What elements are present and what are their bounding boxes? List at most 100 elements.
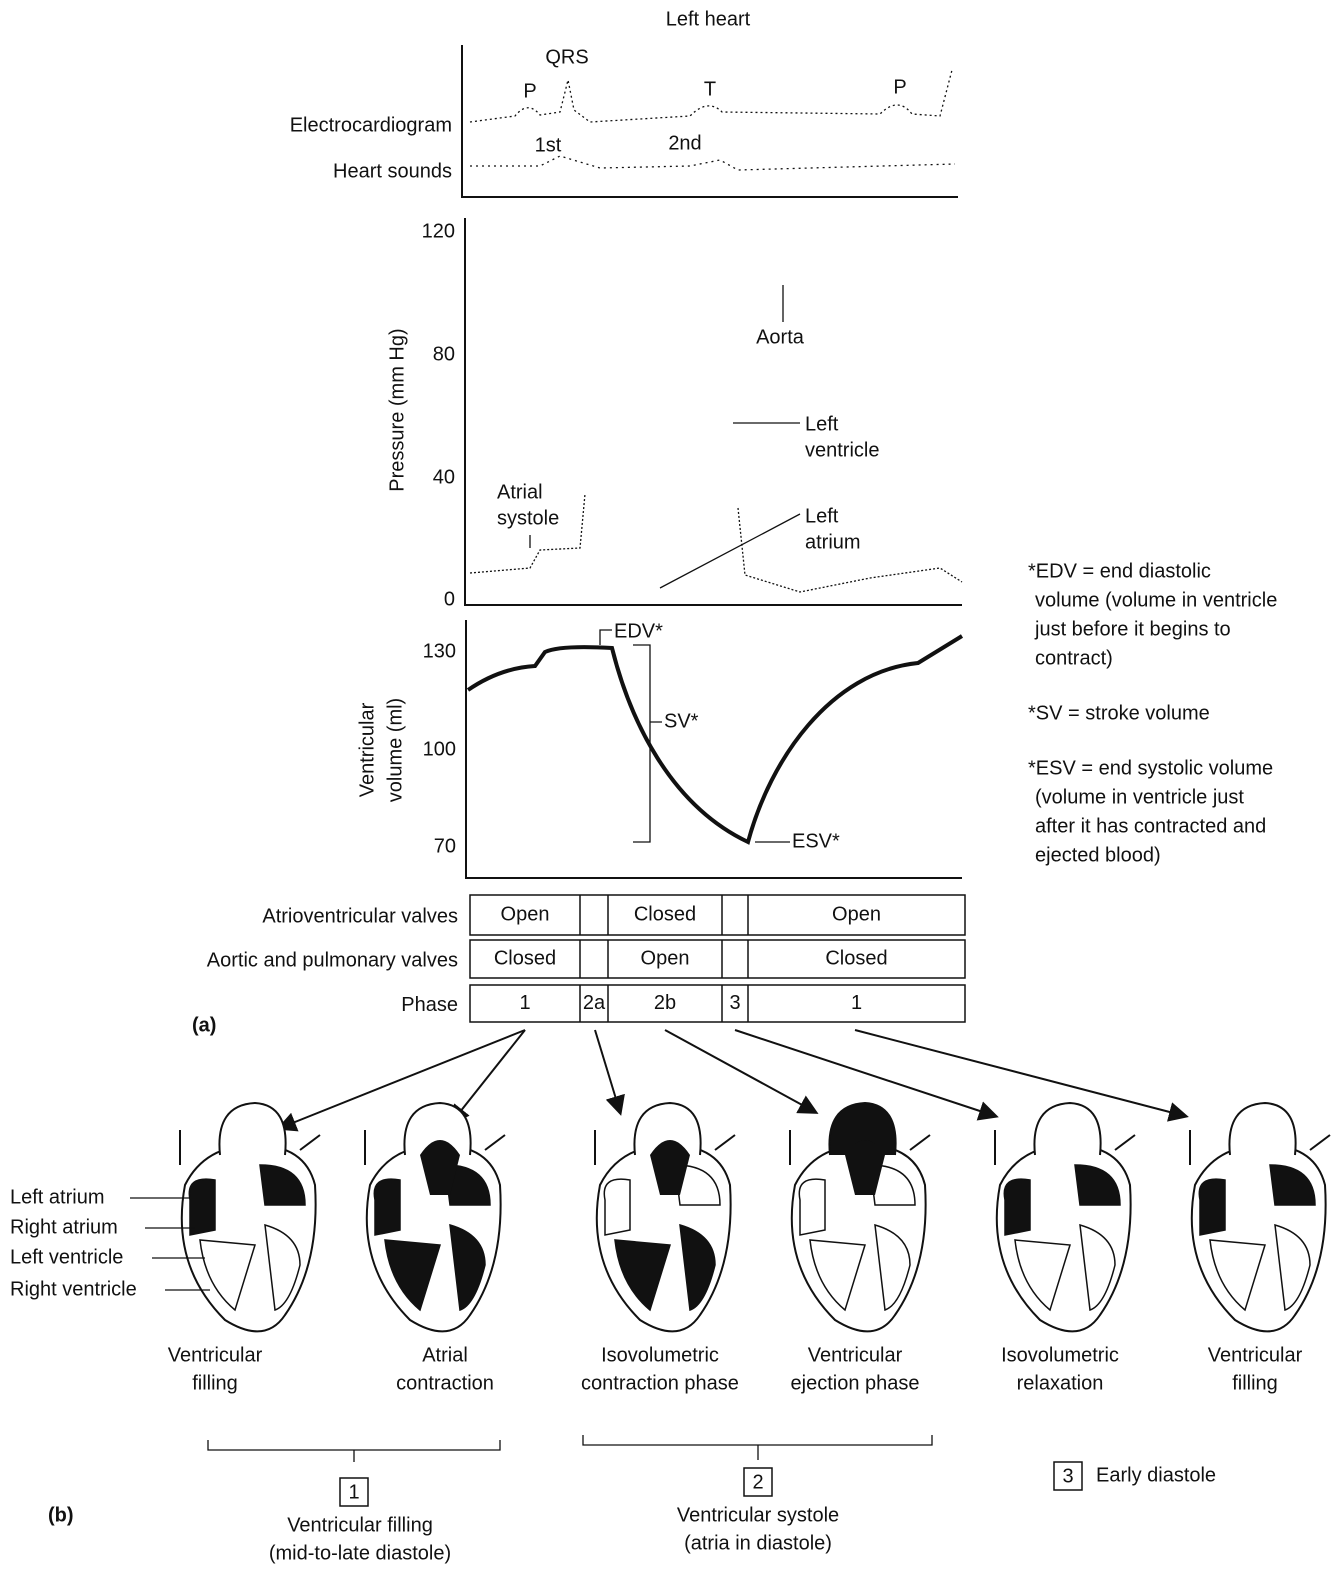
volume-tick-label: 100 [423, 738, 456, 760]
volume-curve [468, 636, 962, 842]
part-label: (a) [192, 1014, 216, 1036]
note-text: *ESV = end systolic volume [1028, 757, 1273, 779]
heart-caption: Isovolumetric [601, 1344, 719, 1366]
heart-outline [997, 1145, 1131, 1331]
structure-label: Left ventricle [10, 1246, 123, 1268]
title: Left heart [666, 8, 751, 30]
heart-caption: Atrial [422, 1344, 468, 1366]
heart-caption: Ventricular [1208, 1344, 1303, 1366]
heart [180, 1103, 320, 1331]
note-text: *EDV = end diastolic [1028, 560, 1211, 582]
stage-number: 1 [348, 1481, 359, 1503]
atrium-right [1004, 1179, 1030, 1235]
note-text: volume (volume in ventricle [1035, 589, 1277, 611]
valve-row-label: Phase [401, 994, 458, 1016]
phase-arrow [665, 1030, 815, 1112]
atrium-right [1199, 1179, 1225, 1235]
aorta-label: Aorta [756, 326, 805, 348]
heart-caption: Ventricular [168, 1344, 263, 1366]
sv-label: SV* [664, 710, 699, 732]
heart-sound-trace [470, 156, 955, 170]
stage-label: Ventricular systole [677, 1504, 839, 1526]
note-text: ejected blood) [1035, 844, 1161, 866]
stage-label: (atria in diastole) [684, 1532, 832, 1554]
heart [995, 1103, 1135, 1331]
atrium-right [374, 1179, 400, 1235]
esv-label: ESV* [792, 830, 840, 852]
volume-tick-label: 130 [423, 640, 456, 662]
stage-number: 2 [752, 1471, 763, 1493]
heart-sounds-label: Heart sounds [333, 160, 452, 182]
ecg-wave-label: T [704, 78, 716, 100]
heart-outline [1192, 1145, 1326, 1331]
ecg-wave-label: P [893, 76, 906, 98]
heart-caption: filling [192, 1372, 238, 1394]
phase-label: 1 [519, 992, 530, 1014]
structure-label: Left atrium [10, 1186, 104, 1208]
sound-label: 1st [535, 134, 562, 156]
pressure-annotation: Atrial [497, 481, 543, 503]
edv-label: EDV* [614, 620, 663, 642]
pressure-axis [465, 218, 962, 605]
valve-row-label: Aortic and pulmonary valves [207, 949, 458, 971]
structure-label: Right atrium [10, 1216, 118, 1238]
phase-label: 1 [851, 992, 862, 1014]
volume-axis-label: volume (ml) [384, 698, 406, 802]
ecg-wave-label: P [523, 80, 536, 102]
valve-state: Closed [634, 903, 696, 925]
ecg-axis [462, 45, 958, 197]
part-label: (b) [48, 1504, 74, 1526]
note-text: after it has contracted and [1035, 815, 1266, 837]
heart-caption: Ventricular [808, 1344, 903, 1366]
figure: Left heart Electrocardiogram P QRS T P Heart s… [0, 0, 1341, 1583]
pressure-annotation: Left [805, 413, 839, 435]
heart-caption: Isovolumetric [1001, 1344, 1119, 1366]
heart-caption: relaxation [1017, 1372, 1104, 1394]
pressure-annotation: systole [497, 507, 559, 529]
valve-state: Closed [825, 947, 887, 969]
phase-label: 3 [729, 992, 740, 1014]
note-text: (volume in ventricle just [1035, 786, 1244, 808]
heart [365, 1103, 505, 1331]
stage-brackets [208, 1435, 932, 1462]
pressure-tick-label: 40 [433, 466, 455, 488]
phase-arrow [855, 1030, 1185, 1116]
phase-label: 2b [654, 992, 676, 1014]
atrium-right [604, 1179, 630, 1235]
volume-brackets [600, 630, 790, 842]
atrium-right [799, 1179, 825, 1235]
stage-label: Ventricular filling [287, 1514, 433, 1536]
heart [595, 1103, 735, 1331]
sound-label: 2nd [668, 132, 701, 154]
stage-label: Early diastole [1096, 1464, 1216, 1486]
heart [1190, 1103, 1330, 1331]
phase-label: 2a [583, 992, 606, 1014]
pressure-tick-label: 0 [444, 588, 455, 610]
structure-label: Right ventricle [10, 1278, 137, 1300]
pressure-annotation: atrium [805, 531, 861, 553]
stage-number: 3 [1062, 1465, 1073, 1487]
heart-caption: ejection phase [791, 1372, 920, 1394]
pressure-axis-label: Pressure (mm Hg) [386, 328, 408, 491]
stage-label: (mid-to-late diastole) [269, 1542, 451, 1564]
note-text: contract) [1035, 647, 1113, 669]
heart-caption: filling [1232, 1372, 1278, 1394]
atrium-right [189, 1179, 215, 1235]
valve-state: Open [641, 947, 690, 969]
pressure-annotation: ventricle [805, 439, 879, 461]
valve-row-label: Atrioventricular valves [262, 905, 458, 927]
heart-outline [182, 1145, 316, 1331]
volume-tick-label: 70 [434, 835, 456, 857]
pressure-tick-label: 80 [433, 343, 455, 365]
pressure-annotation: Left [805, 505, 839, 527]
note-text: *SV = stroke volume [1028, 702, 1210, 724]
valve-state: Closed [494, 947, 556, 969]
volume-axis-label: Ventricular [356, 702, 378, 797]
heart [790, 1103, 930, 1331]
ecg-wave-label: QRS [545, 46, 588, 68]
heart-caption: contraction phase [581, 1372, 739, 1394]
phase-arrow [280, 1030, 525, 1128]
pressure-tick-label: 120 [422, 220, 455, 242]
ecg-label: Electrocardiogram [290, 114, 452, 136]
valve-state: Open [832, 903, 881, 925]
